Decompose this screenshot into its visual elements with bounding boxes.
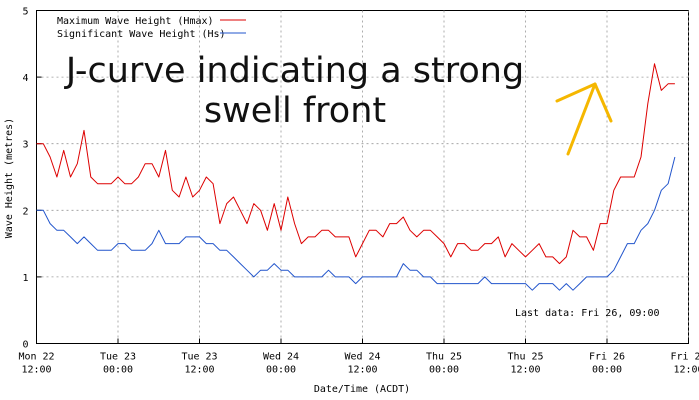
series-line-1: [36, 156, 676, 291]
arrow-shaft: [566, 82, 597, 156]
x-tick-label-time: 12:00: [184, 365, 214, 376]
x-axis-ticks: Mon 22 12:00 Tue 23 00:00 Tue 23 12:00 Wed 24 0…: [18, 338, 699, 376]
x-tick-label-day: Fri 26: [589, 352, 625, 363]
last-data-label: Last data: Fri 26, 09:00: [515, 308, 660, 319]
x-tick-label-time: 12:00: [673, 365, 699, 376]
x-tick-label-day: Thu 25: [426, 352, 462, 363]
x-tick-label-day: Tue 23: [181, 352, 217, 363]
x-tick-label-day: Mon 22: [18, 352, 54, 363]
legend-label-hs: Significant Wave Height (Hs): [57, 29, 226, 40]
x-tick-label-day: Wed 24: [263, 352, 299, 363]
x-tick-label-time: 00:00: [592, 365, 622, 376]
x-tick-label-time: 00:00: [103, 365, 133, 376]
y-tick-label: 4: [22, 73, 28, 84]
headline-line-1: J-curve indicating a strong: [64, 51, 524, 91]
legend: Maximum Wave Height (Hmax) Significant W…: [57, 16, 246, 40]
x-tick-label-time: 00:00: [266, 365, 296, 376]
x-tick-label-day: Tue 23: [100, 352, 136, 363]
y-tick-label: 2: [22, 206, 28, 217]
y-tick-label: 1: [22, 273, 28, 284]
arrow-head-left: [555, 82, 597, 103]
x-tick-label-day: Wed 24: [344, 352, 380, 363]
x-tick-label-time: 00:00: [429, 365, 459, 376]
x-axis-title: Date/Time (ACDT): [314, 384, 410, 395]
x-tick-label-day: Thu 25: [507, 352, 543, 363]
arrow-head-right: [593, 82, 613, 123]
x-tick-label-day: Fri 26: [670, 352, 699, 363]
arrow-annotation: [555, 82, 613, 156]
y-tick-label: 5: [22, 7, 28, 18]
legend-label-hmax: Maximum Wave Height (Hmax): [57, 16, 214, 27]
y-tick-label: 3: [22, 140, 28, 151]
series-line-0: [36, 63, 675, 265]
x-tick-label-time: 12:00: [510, 365, 540, 376]
y-tick-label: 0: [22, 340, 28, 351]
x-tick-label-time: 12:00: [21, 365, 51, 376]
y-axis-title: Wave Height (metres): [4, 118, 15, 238]
series-group: [36, 63, 676, 291]
headline-line-2: swell front: [204, 91, 386, 131]
x-tick-label-time: 12:00: [347, 365, 377, 376]
